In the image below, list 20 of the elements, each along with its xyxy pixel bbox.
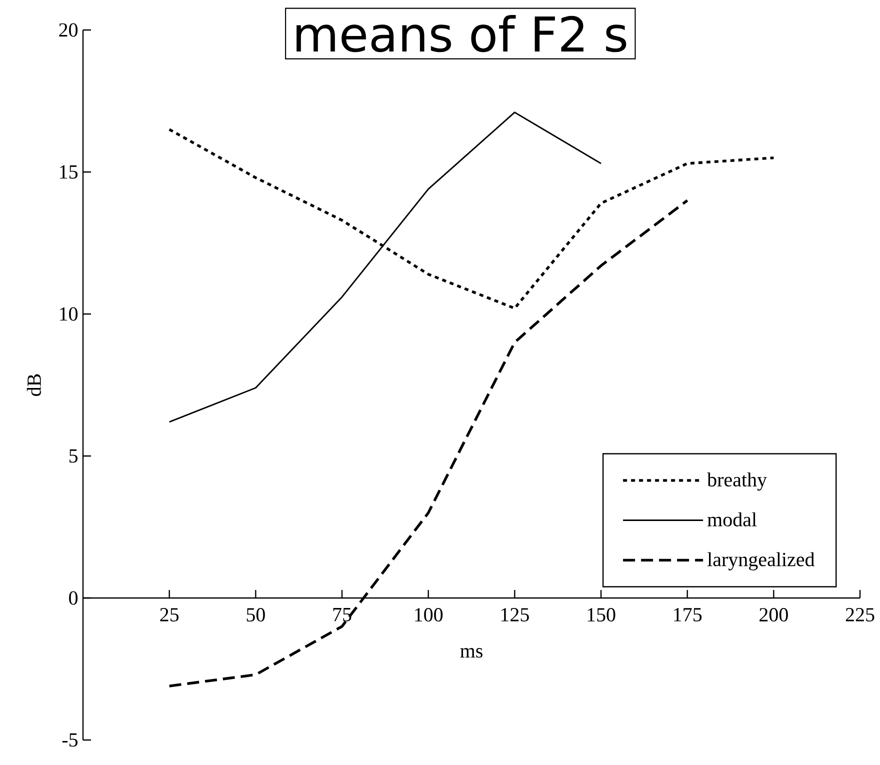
- y-tick-label: 10: [60, 307, 78, 321]
- x-tick-label: 200: [760, 608, 788, 622]
- legend-label: breathy: [707, 472, 767, 491]
- y-axis-title: dB: [26, 374, 41, 396]
- x-axis-title: ms: [460, 648, 482, 658]
- x-tick-label: 175: [674, 608, 702, 622]
- legend-label: modal: [707, 512, 757, 526]
- x-tick-label: 25: [160, 608, 179, 622]
- y-tick-label: 5: [69, 449, 78, 463]
- chart-title: means of F2 s: [296, 14, 626, 52]
- y-tick-label: 20: [59, 23, 78, 37]
- y-tick-label: 15: [60, 165, 78, 179]
- x-tick-label: 150: [588, 608, 616, 622]
- y-tick-label: -5: [62, 733, 78, 747]
- y-tick-label: 0: [69, 591, 78, 605]
- legend-label: laryngealized: [707, 552, 815, 570]
- x-tick-label: 125: [501, 608, 529, 622]
- x-tick-label: 50: [246, 608, 265, 622]
- x-tick-label: 100: [415, 608, 443, 622]
- x-tick-label: 225: [846, 608, 874, 622]
